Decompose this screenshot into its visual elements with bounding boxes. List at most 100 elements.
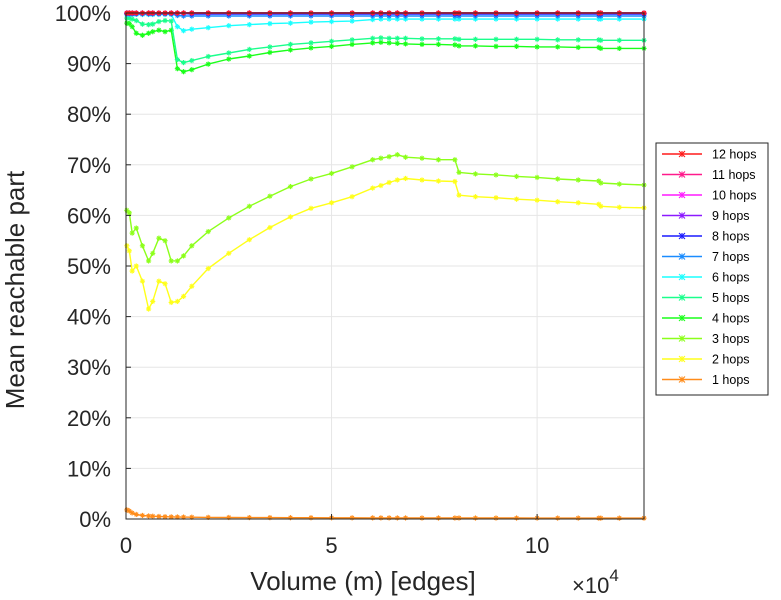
data-point (168, 18, 174, 24)
data-point (435, 178, 442, 184)
data-point (575, 44, 581, 51)
y-tick-label: 0% (79, 507, 111, 532)
legend-item: 11 hops (662, 168, 756, 182)
data-point (370, 35, 376, 41)
data-point (146, 258, 152, 264)
data-point (575, 515, 581, 521)
data-point (226, 56, 232, 62)
data-point (139, 512, 146, 519)
series-line (126, 17, 644, 64)
legend-box (655, 142, 769, 396)
data-point (156, 278, 162, 284)
data-point (287, 47, 294, 53)
data-point (378, 182, 384, 189)
data-point (598, 515, 604, 521)
data-point (168, 258, 174, 264)
data-point (205, 25, 211, 31)
data-point (534, 197, 540, 203)
data-point (308, 176, 314, 182)
data-point (267, 224, 273, 231)
data-point (452, 42, 458, 48)
data-point (308, 19, 314, 25)
legend-label: 9 hops (712, 209, 750, 223)
data-point (174, 298, 180, 305)
data-point (513, 515, 520, 521)
legend-item: 4 hops (662, 312, 750, 326)
data-point (267, 193, 273, 199)
data-point (287, 214, 294, 220)
legend-item: 8 hops (662, 230, 750, 244)
data-point (126, 210, 132, 216)
x-axis-multiplier-exponent: 4 (609, 566, 618, 585)
data-point (386, 35, 392, 41)
data-point (370, 16, 376, 23)
data-point (456, 192, 462, 198)
data-point (189, 514, 195, 520)
y-tick-label: 50% (67, 254, 111, 279)
y-tick-label: 20% (67, 406, 111, 431)
data-point (133, 511, 139, 518)
y-tick-label: 10% (67, 456, 111, 481)
data-point (493, 43, 499, 49)
data-point (419, 515, 425, 521)
legend-label: 7 hops (712, 250, 750, 264)
data-point (349, 515, 355, 521)
data-point (435, 157, 442, 163)
legend-label: 11 hops (712, 168, 756, 182)
legend-item: 2 hops (662, 353, 750, 367)
data-point (328, 43, 335, 49)
data-point (180, 59, 187, 66)
data-point (168, 299, 174, 306)
data-point (370, 157, 376, 163)
y-tick-label: 70% (67, 153, 111, 178)
data-point (513, 36, 520, 42)
data-point (349, 41, 355, 47)
data-point (555, 199, 561, 205)
data-point (246, 237, 252, 243)
data-point (394, 152, 400, 158)
data-point (534, 36, 540, 42)
data-point (162, 29, 168, 35)
legend-label: 6 hops (712, 271, 750, 285)
data-point (370, 515, 376, 521)
data-point (146, 306, 152, 312)
data-point (394, 35, 400, 41)
data-point (126, 508, 132, 514)
legend-label: 2 hops (712, 353, 750, 367)
data-point (378, 35, 384, 41)
data-point (139, 32, 146, 38)
legend-item: 10 hops (662, 189, 756, 203)
x-tick-label: 5 (325, 533, 337, 558)
data-point (402, 175, 409, 182)
data-point (616, 204, 622, 210)
data-point (419, 177, 425, 183)
data-point (456, 169, 462, 175)
data-point (419, 36, 425, 42)
y-tick-label: 80% (67, 102, 111, 127)
data-point (180, 28, 187, 34)
data-point (493, 172, 499, 178)
data-point (472, 194, 479, 200)
data-point (150, 298, 156, 305)
y-tick-label: 60% (67, 203, 111, 228)
legend-label: 4 hops (712, 312, 750, 326)
data-point (308, 45, 314, 51)
legend-item: 1 hops (662, 373, 750, 387)
data-point (133, 30, 139, 36)
data-point (513, 173, 520, 180)
data-point (146, 30, 152, 36)
legend-label: 3 hops (712, 332, 750, 346)
data-point (616, 181, 622, 187)
data-point (189, 57, 195, 64)
data-point (308, 515, 314, 521)
data-point (456, 36, 462, 42)
data-point (174, 66, 180, 72)
data-point (386, 179, 392, 186)
data-point (168, 514, 174, 520)
data-point (472, 36, 479, 42)
legend-label: 10 hops (712, 189, 756, 203)
data-point (616, 37, 622, 43)
data-point (189, 67, 195, 73)
